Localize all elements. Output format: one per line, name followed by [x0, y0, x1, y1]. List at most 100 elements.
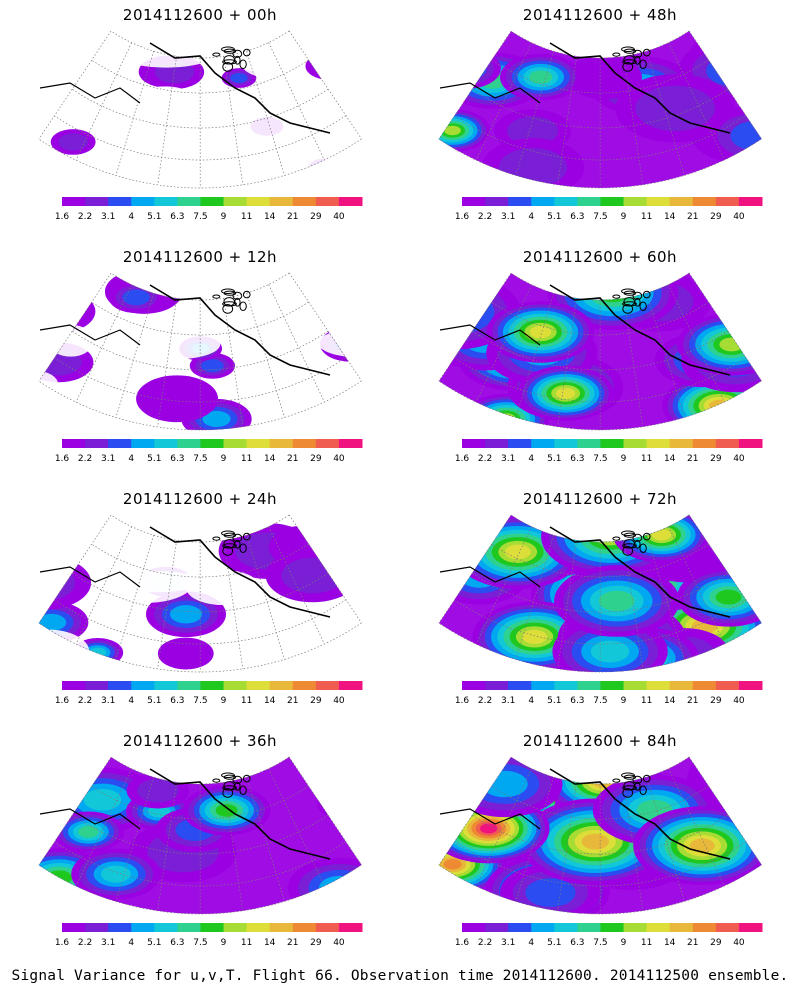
- graticule: [38, 30, 362, 189]
- colorbar-label: 14: [664, 212, 676, 222]
- variance-contour: [58, 133, 89, 151]
- variance-contour: [529, 70, 553, 84]
- colorbar-swatch: [623, 197, 648, 206]
- panel-title: 2014112600 + 00h: [122, 6, 278, 24]
- colorbar-swatch: [646, 197, 671, 206]
- colorbar-label: 4: [128, 696, 134, 706]
- colorbar-label: 14: [664, 696, 676, 706]
- colorbar-label: 40: [733, 696, 745, 706]
- colorbar-swatch: [108, 439, 132, 448]
- colorbar: 1.6 2.2 3.1 4 5.1 6.3 7.5 9 11 14 21 29 40: [455, 923, 763, 948]
- graticule: [38, 514, 362, 673]
- colorbar-swatch: [338, 197, 363, 206]
- variance-contour: [438, 296, 482, 327]
- colorbar-label: 1.6: [455, 212, 470, 222]
- colorbar-swatch: [246, 681, 271, 690]
- colorbar-label: 21: [287, 212, 298, 222]
- colorbar-swatch: [200, 197, 225, 206]
- colorbar-label: 1.6: [55, 454, 70, 464]
- graticule: [438, 756, 762, 915]
- colorbar-swatch: [508, 197, 532, 206]
- no-signal-region: [252, 318, 306, 355]
- colorbar-swatch: [177, 923, 201, 932]
- colorbar-label: 14: [264, 212, 276, 222]
- panel-title: 2014112600 + 84h: [522, 732, 678, 750]
- arctic-islands: [612, 530, 651, 556]
- colorbar-label: 5.1: [547, 454, 561, 464]
- map-panel-p48: 2014112600 + 48h 1.6 2.2 3.1 4 5.1 6.3 7.5 9 11 14…: [400, 0, 800, 245]
- colorbar-swatch: [108, 197, 132, 206]
- colorbar-swatch: [623, 681, 648, 690]
- colorbar: 1.6 2.2 3.1 4 5.1 6.3 7.5 9 11 14 21 29 40: [455, 197, 763, 222]
- colorbar-swatch: [623, 923, 648, 932]
- variance-contour: [706, 54, 762, 87]
- variance-contour: [313, 56, 347, 76]
- coastline: [149, 42, 331, 134]
- colorbar-label: 6.3: [170, 212, 184, 222]
- colorbar-swatch: [154, 439, 178, 448]
- colorbar-swatch: [623, 439, 648, 448]
- colorbar-label: 29: [710, 454, 722, 464]
- colorbar-swatch: [246, 439, 271, 448]
- no-signal-region: [38, 370, 59, 400]
- colorbar-label: 11: [641, 454, 652, 464]
- colorbar-swatch: [600, 439, 625, 448]
- arctic-islands: [612, 46, 651, 72]
- colorbar-label: 29: [310, 696, 322, 706]
- colorbar-swatch: [577, 923, 601, 932]
- coastline: [149, 768, 331, 860]
- variance-contour: [506, 116, 559, 146]
- no-signal-region: [216, 615, 289, 657]
- colorbar-label: 1.6: [455, 938, 470, 948]
- colorbar-swatch: [692, 439, 717, 448]
- colorbar-label: 1.6: [55, 696, 70, 706]
- variance-contour: [319, 875, 361, 900]
- panel-title: 2014112600 + 60h: [522, 248, 678, 266]
- colorbar-swatch: [554, 197, 578, 206]
- no-signal-region: [131, 329, 221, 360]
- colorbar-swatch: [600, 681, 625, 690]
- variance-contour: [202, 410, 231, 427]
- colorbar-label: 2.2: [78, 938, 92, 948]
- colorbar-label: 4: [128, 212, 134, 222]
- variance-contour: [529, 325, 552, 339]
- colorbar-label: 40: [333, 212, 345, 222]
- no-signal-region: [322, 525, 362, 558]
- variance-contour: [39, 156, 60, 168]
- colorbar-swatch: [246, 923, 271, 932]
- coastline: [39, 808, 141, 830]
- colorbar-swatch: [108, 923, 132, 932]
- colorbar-label: 6.3: [170, 454, 184, 464]
- colorbar-label: 7.5: [193, 696, 207, 706]
- colorbar-label: 4: [528, 938, 534, 948]
- colorbar-swatch: [692, 923, 717, 932]
- no-signal-region: [197, 112, 292, 139]
- variance-field: [38, 514, 362, 672]
- colorbar-label: 6.3: [170, 938, 184, 948]
- variance-contour: [316, 784, 362, 822]
- variance-contour: [481, 770, 528, 798]
- variance-contour: [122, 289, 150, 306]
- map-p84: [438, 756, 762, 915]
- arctic-islands: [212, 288, 251, 314]
- colorbar-label: 9: [621, 454, 627, 464]
- colorbar-label: 29: [310, 454, 322, 464]
- colorbar-swatch: [131, 681, 155, 690]
- colorbar-swatch: [315, 197, 340, 206]
- colorbar-label: 21: [287, 938, 298, 948]
- coastline: [549, 526, 731, 618]
- colorbar-swatch: [692, 681, 717, 690]
- panel-title: 2014112600 + 72h: [522, 490, 678, 508]
- variance-contour: [38, 296, 83, 326]
- colorbar-label: 3.1: [101, 454, 115, 464]
- no-signal-region: [38, 629, 90, 672]
- panel-title: 2014112600 + 12h: [122, 248, 278, 266]
- colorbar-swatch: [223, 681, 248, 690]
- colorbar-label: 21: [687, 212, 698, 222]
- variance-contour: [444, 56, 487, 81]
- no-signal-region: [47, 324, 94, 357]
- colorbar-label: 4: [128, 938, 134, 948]
- colorbar-label: 21: [687, 696, 698, 706]
- colorbar-swatch: [177, 197, 201, 206]
- colorbar-swatch: [315, 681, 340, 690]
